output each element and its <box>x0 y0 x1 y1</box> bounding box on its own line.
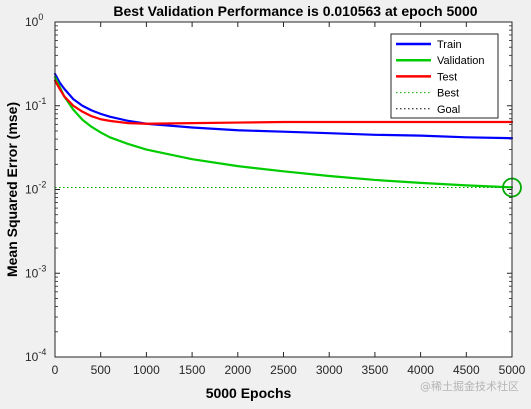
train-series-line <box>53 72 514 140</box>
legend-label-validation: Validation <box>437 55 485 67</box>
x-tick-label: 0 <box>52 363 59 377</box>
chart-title: Best Validation Performance is 0.010563 … <box>113 3 477 19</box>
x-tick-label: 4000 <box>407 363 434 377</box>
x-tick-label: 3500 <box>362 363 389 377</box>
axes-box <box>54 21 513 358</box>
legend-label-train: Train <box>437 39 462 51</box>
x-tick-label: 500 <box>91 363 111 377</box>
test-series-line <box>53 79 514 125</box>
y-tick-label: 10-1 <box>25 96 46 113</box>
y-axis-label: Mean Squared Error (mse) <box>4 102 20 277</box>
x-tick-label: 1500 <box>179 363 206 377</box>
x-tick-label: 2500 <box>270 363 297 377</box>
x-tick-label: 2000 <box>224 363 251 377</box>
legend-label-best: Best <box>437 88 459 100</box>
watermark: @稀土掘金技术社区 <box>420 380 519 393</box>
y-tick-label: 100 <box>25 12 43 29</box>
legend-label-goal: Goal <box>437 104 460 116</box>
y-tick-label: 10-3 <box>25 263 46 280</box>
validation-series-line <box>53 75 514 189</box>
x-axis-label: 5000 Epochs <box>206 385 292 401</box>
x-tick-label: 5000 <box>499 363 526 377</box>
y-tick-label: 10-2 <box>25 180 46 197</box>
x-tick-label: 1000 <box>133 363 160 377</box>
x-tick-label: 4500 <box>453 363 480 377</box>
legend-label-test: Test <box>437 71 457 83</box>
y-tick-label: 10-4 <box>25 347 46 364</box>
x-tick-label: 3000 <box>316 363 343 377</box>
